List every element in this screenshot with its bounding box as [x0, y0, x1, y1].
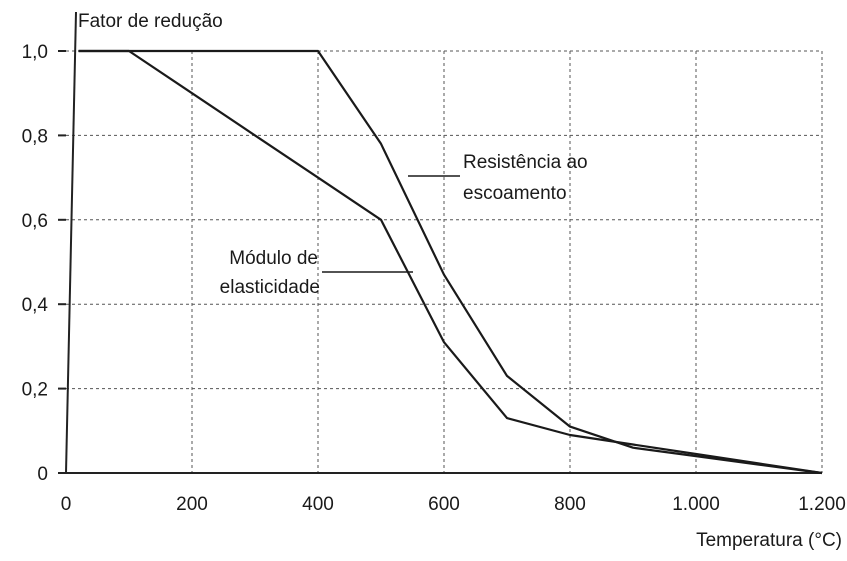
series-line-yield-strength [78, 49, 823, 475]
y-tick-label: 0,2 [22, 380, 48, 401]
x-tick-label: 1.200 [798, 494, 846, 515]
x-tick-label: 200 [176, 494, 208, 515]
y-tick-label: 1,0 [22, 42, 48, 63]
y-tick-label: 0,6 [22, 211, 48, 232]
tick-labels: 0 0,2 0,4 0,6 0,8 1,0 0 200 400 600 800 1.000 1.200 [22, 42, 846, 515]
series-label-yield-strength-line1: Resistência ao [463, 152, 588, 173]
axes [58, 11, 822, 474]
series-label-elastic-modulus-line2: elasticidade [220, 277, 320, 298]
y-axis-line [65, 11, 77, 474]
x-tick-label: 0 [61, 494, 72, 515]
y-tick-label: 0,4 [22, 295, 49, 316]
x-tick-label: 800 [554, 494, 586, 515]
series-label-elastic-modulus-line1: Módulo de [229, 248, 318, 269]
x-tick-label: 400 [302, 494, 334, 515]
x-axis-title: Temperatura (°C) [696, 530, 842, 551]
grid [66, 50, 823, 473]
series-label-yield-strength-line2: escoamento [463, 183, 567, 204]
series-line-elastic-modulus [78, 49, 823, 475]
series [78, 49, 823, 475]
y-axis-title: Fator de redução [78, 11, 223, 32]
x-tick-label: 1.000 [672, 494, 720, 515]
x-tick-label: 600 [428, 494, 460, 515]
y-tick-label: 0,8 [22, 126, 48, 147]
y-tick-label: 0 [37, 464, 48, 485]
